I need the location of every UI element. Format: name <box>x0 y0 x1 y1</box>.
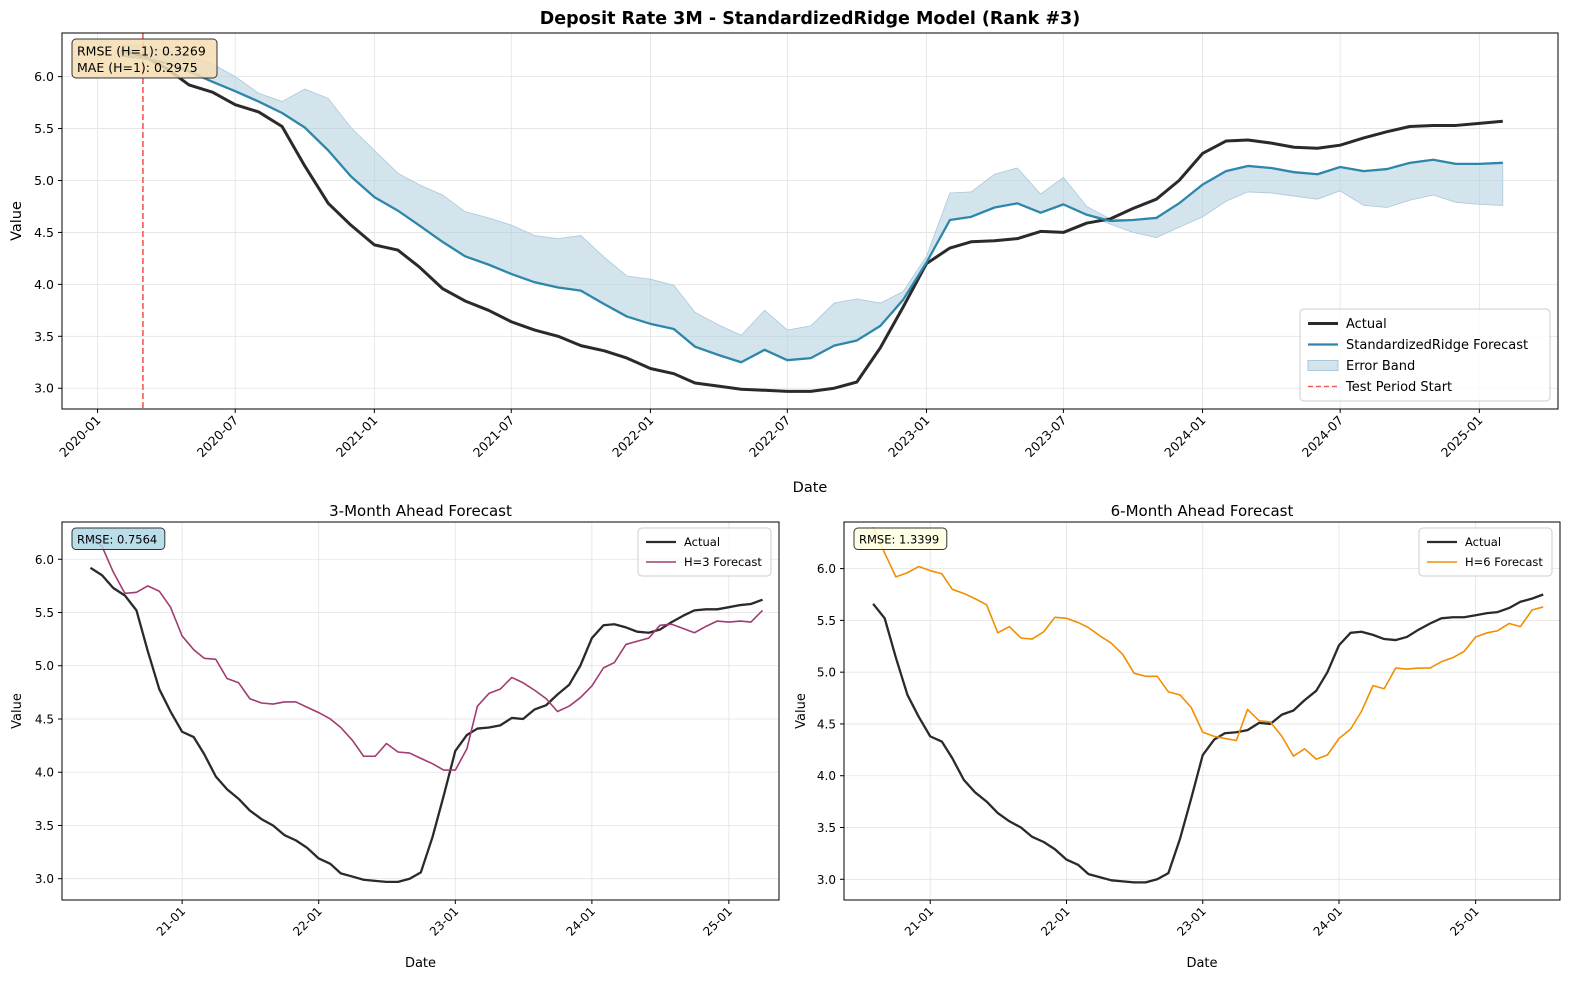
metrics-text: RMSE: 1.3399 <box>859 533 939 547</box>
forecast-series-line <box>120 54 1503 364</box>
legend-label: StandardizedRidge Forecast <box>1346 338 1528 353</box>
h6-forecast-chart: 3.03.54.04.55.05.56.021-01 22-01 23-01 24-0… <box>794 502 1561 971</box>
y-axis-label: Value <box>9 201 25 241</box>
figure-title: Deposit Rate 3M - StandardizedRidge Mode… <box>540 9 1081 29</box>
metrics-box <box>71 38 218 79</box>
legend-label: Error Band <box>1346 359 1415 374</box>
y-tick-label: 4.0 <box>34 277 54 292</box>
legend-label: H=6 Forecast <box>1465 555 1543 569</box>
y-tick-label: 3.0 <box>35 872 54 886</box>
y-tick-label: 4.5 <box>817 717 836 731</box>
panel-title: 3-Month Ahead Forecast <box>329 502 512 520</box>
axes-frame <box>843 521 1561 901</box>
legend-label: H=3 Forecast <box>684 555 762 569</box>
actual-series-line <box>89 566 763 884</box>
y-tick-label: 3.5 <box>34 329 54 344</box>
metrics-box <box>71 527 166 550</box>
legend-label: Actual <box>1465 535 1501 549</box>
forecast-series-line <box>89 535 764 771</box>
axes-frame <box>61 521 780 901</box>
y-tick-label: 3.5 <box>817 821 836 835</box>
y-tick-label: 5.5 <box>34 121 54 136</box>
y-tick-label: 6.0 <box>817 562 836 576</box>
y-tick-label: 5.0 <box>817 666 836 680</box>
y-tick-label: 3.0 <box>817 873 836 887</box>
legend-box <box>1418 527 1553 577</box>
y-tick-label: 5.5 <box>35 606 54 620</box>
x-axis-label: Date <box>1186 956 1217 971</box>
y-axis-label: Value <box>10 693 25 729</box>
legend-box <box>637 527 772 577</box>
metrics-text: RMSE: 0.7564 <box>77 533 157 547</box>
y-axis-label: Value <box>794 693 809 729</box>
y-tick-label: 3.5 <box>35 819 54 833</box>
metrics-text: MAE (H=1): 0.2975 <box>77 60 198 75</box>
axes-frame <box>61 32 1559 410</box>
x-axis-label: Date <box>405 956 436 971</box>
legend-box <box>1299 308 1551 402</box>
y-tick-label: 4.5 <box>35 712 54 726</box>
y-tick-label: 4.5 <box>34 225 54 240</box>
y-tick-label: 4.0 <box>35 766 54 780</box>
legend-label: Actual <box>1346 317 1387 332</box>
y-tick-label: 6.0 <box>34 69 54 84</box>
metrics-box <box>853 527 948 550</box>
legend-swatch-band <box>1307 360 1339 371</box>
y-tick-label: 5.5 <box>817 614 836 628</box>
y-tick-label: 5.0 <box>35 659 54 673</box>
actual-series-line <box>872 593 1544 884</box>
y-tick-label: 3.0 <box>34 381 54 396</box>
panel-title: 6-Month Ahead Forecast <box>1111 502 1294 520</box>
x-axis-label: Date <box>793 480 828 496</box>
forecast-series-line <box>872 526 1544 760</box>
legend-label: Actual <box>684 535 720 549</box>
legend-label: Test Period Start <box>1345 380 1452 395</box>
metrics-text: RMSE (H=1): 0.3269 <box>77 44 206 59</box>
actual-series-line <box>120 49 1503 393</box>
y-tick-label: 4.0 <box>817 769 836 783</box>
y-tick-label: 5.0 <box>34 173 54 188</box>
y-tick-label: 6.0 <box>35 553 54 567</box>
